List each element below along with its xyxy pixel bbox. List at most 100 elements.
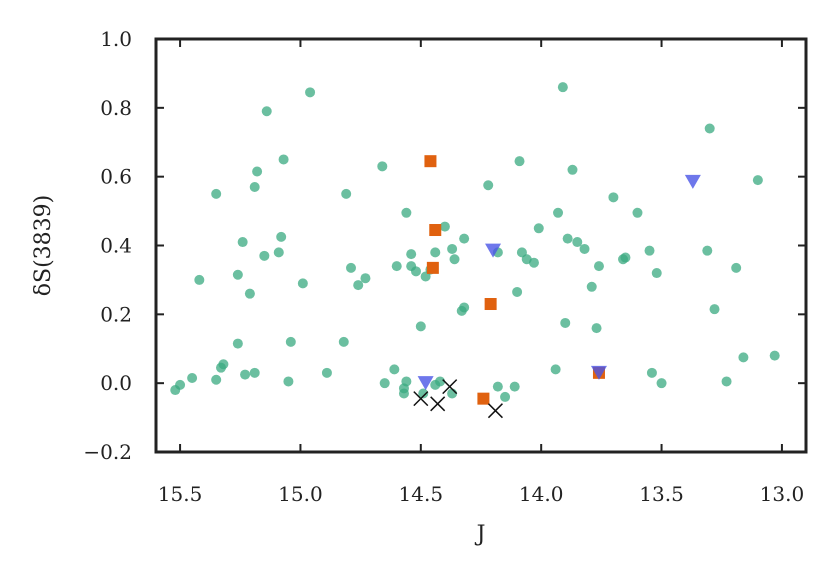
data-point-circle [259,250,270,261]
data-point-circle [528,257,539,268]
data-point-circle [278,154,289,165]
data-point-x [430,396,446,412]
data-point-circle [449,254,460,265]
data-point-circle [439,221,450,232]
data-point-circle [401,207,412,218]
data-point-square [426,261,439,274]
x-tick-label: 15.0 [278,482,323,506]
data-point-circle [608,192,619,203]
data-point-circle [514,156,525,167]
data-point-circle [586,281,597,292]
data-point-circle [377,161,388,172]
data-point-square [424,155,437,168]
data-point-circle [430,379,441,390]
data-point-circle [175,379,186,390]
data-point-circle [211,188,222,199]
data-point-circle [401,376,412,387]
data-points [170,82,780,419]
data-point-circle [557,82,568,93]
data-point-square [477,392,490,405]
y-tick-label: 0.0 [100,371,132,395]
data-point-circle [509,381,520,392]
data-point-circle [411,266,421,277]
data-point-circle [249,181,260,192]
data-point-circle [593,261,604,272]
data-point-circle [550,364,561,375]
plot-frame [154,37,808,454]
data-point-circle [533,223,544,234]
data-point-circle [346,262,356,273]
data-point-circle [656,378,667,389]
data-point-circle [572,237,583,248]
data-point-circle [721,376,732,387]
y-tick-label: 0.2 [100,302,132,326]
data-point-circle [341,188,352,199]
data-point-circle [459,233,470,244]
data-point-circle [447,243,458,254]
data-point-circle [651,268,662,279]
data-point-circle [379,378,390,389]
x-tick-label: 14.0 [519,482,564,506]
data-point-x [413,391,429,407]
data-point-circle [273,247,284,258]
data-point-square [484,298,497,311]
data-point-circle [232,338,243,349]
data-point-circle [704,123,715,134]
data-point-circle [211,374,222,385]
data-point-circle [194,274,205,285]
data-point-circle [240,369,251,380]
data-point-circle [249,367,260,378]
data-point-circle [591,323,602,334]
data-point-circle [483,180,494,191]
y-tick-label: 0.6 [100,165,132,189]
data-point-circle [512,286,523,297]
data-point-circle [187,373,198,384]
y-tick-label: 0.8 [100,96,132,120]
data-point-circle [644,245,655,256]
data-point-triangle [590,365,607,380]
data-point-circle [237,237,248,248]
axis-ticks: 15.5 15.0 14.5 14.0 13.5 13.0 −0.2 0.0 0.2 0.4 0.6… [83,27,806,506]
y-axis-label: δS(3839) [31,195,56,296]
data-point-circle [562,233,573,244]
y-tick-label: −0.2 [83,440,132,464]
data-point-circle [391,261,402,272]
data-point-x [442,379,458,395]
data-point-circle [244,288,255,299]
data-point-square [429,224,442,237]
x-axis-label: J [475,522,486,547]
data-point-circle [252,166,263,177]
data-point-circle [702,245,713,256]
data-point-circle [276,231,287,242]
data-point-circle [305,87,316,98]
data-point-circle [769,350,780,361]
x-tick-label: 13.5 [639,482,684,506]
data-point-circle [459,302,470,313]
x-tick-label: 13.0 [760,482,805,506]
data-point-circle [553,207,564,218]
data-point-circle [338,336,349,347]
data-point-circle [567,164,578,175]
data-point-circle [709,304,720,315]
y-tick-label: 0.4 [100,234,132,258]
data-point-circle [360,273,371,284]
data-point-triangle [684,174,701,189]
data-point-circle [406,249,417,260]
data-point-circle [646,367,657,378]
data-point-circle [232,269,243,280]
data-point-circle [283,376,294,387]
data-point-circle [620,252,631,263]
data-point-circle [297,278,308,289]
data-point-circle [632,207,643,218]
data-point-circle [321,367,332,378]
data-point-circle [415,321,426,332]
data-point-circle [430,247,441,258]
data-point-circle [353,280,364,291]
x-tick-label: 14.5 [399,482,444,506]
data-point-circle [389,364,400,375]
data-point-circle [579,243,590,254]
data-point-circle [418,388,429,399]
x-tick-label: 15.5 [158,482,203,506]
data-point-circle [218,359,229,370]
